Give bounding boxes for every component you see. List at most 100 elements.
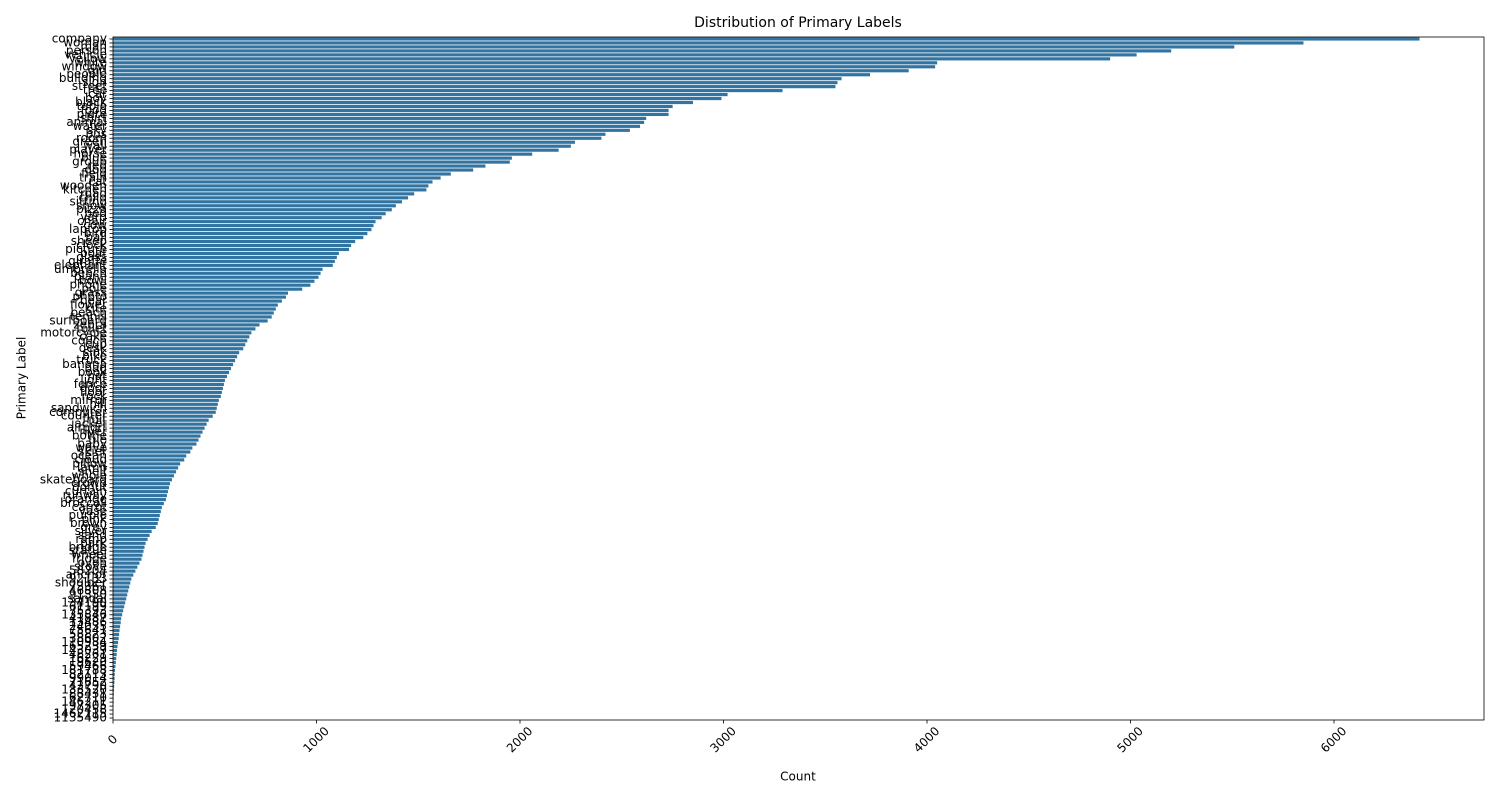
bar xyxy=(113,450,190,453)
bar xyxy=(113,73,870,76)
bar xyxy=(113,248,349,251)
bar xyxy=(113,570,135,573)
bar xyxy=(113,81,837,84)
bar xyxy=(113,542,146,545)
bar xyxy=(113,296,286,299)
bar xyxy=(113,649,117,652)
bar xyxy=(113,232,367,235)
bar xyxy=(113,621,121,624)
bar xyxy=(113,510,161,513)
bar xyxy=(113,200,402,203)
bar xyxy=(113,367,231,370)
bar xyxy=(113,589,128,592)
bar xyxy=(113,240,355,243)
bar xyxy=(113,351,239,354)
bar xyxy=(113,157,512,160)
bar xyxy=(113,188,426,191)
bar xyxy=(113,335,249,338)
x-tick-label: 1000 xyxy=(300,724,331,755)
bar xyxy=(113,478,172,481)
bar xyxy=(113,260,335,263)
bar xyxy=(113,303,278,306)
bar xyxy=(113,125,640,128)
bar xyxy=(113,558,141,561)
bar xyxy=(113,69,909,72)
bar xyxy=(113,538,148,541)
bar xyxy=(113,196,408,199)
bar xyxy=(113,423,207,426)
bar xyxy=(113,256,337,259)
x-tick-label: 5000 xyxy=(1114,724,1145,755)
bar xyxy=(113,331,251,334)
x-tick-label: 6000 xyxy=(1318,724,1349,755)
bar xyxy=(113,613,122,616)
bar xyxy=(113,550,144,553)
bar xyxy=(113,490,168,493)
bar xyxy=(113,514,160,517)
bar xyxy=(113,629,120,632)
bar xyxy=(113,395,221,398)
bar xyxy=(113,597,126,600)
bar xyxy=(113,97,721,100)
bar xyxy=(113,383,224,386)
x-tick-label: 2000 xyxy=(504,724,535,755)
bar xyxy=(113,299,282,302)
bar xyxy=(113,160,510,163)
bar xyxy=(113,581,130,584)
bar xyxy=(113,633,119,636)
bar xyxy=(113,315,272,318)
bar xyxy=(113,562,139,565)
x-tick-label: 4000 xyxy=(911,724,942,755)
bar xyxy=(113,502,164,505)
bar xyxy=(113,431,203,434)
bar xyxy=(113,486,169,489)
bar xyxy=(113,609,123,612)
bar xyxy=(113,109,669,112)
bar xyxy=(113,438,198,441)
bar xyxy=(113,53,1137,56)
bar xyxy=(113,129,630,132)
bar xyxy=(113,546,145,549)
bar xyxy=(113,482,170,485)
bar xyxy=(113,180,432,183)
bar xyxy=(113,470,176,473)
bar xyxy=(113,172,451,175)
bar xyxy=(113,554,143,557)
bar xyxy=(113,363,233,366)
bar xyxy=(113,264,333,267)
bar xyxy=(113,224,373,227)
x-tick-label: 3000 xyxy=(707,724,738,755)
bar xyxy=(113,85,835,88)
bar xyxy=(113,113,669,116)
bar xyxy=(113,153,532,156)
y-tick-label: 1135490 xyxy=(54,711,107,725)
bar xyxy=(113,530,152,533)
bar xyxy=(113,252,339,255)
bar xyxy=(113,220,376,223)
bar xyxy=(113,387,223,390)
bar xyxy=(113,327,255,330)
bar xyxy=(113,105,673,108)
bar xyxy=(113,228,371,231)
bar xyxy=(113,379,225,382)
bar xyxy=(113,434,201,437)
bar xyxy=(113,494,167,497)
bar xyxy=(113,601,125,604)
bar xyxy=(113,184,428,187)
bar xyxy=(113,605,124,608)
bar xyxy=(113,307,276,310)
bar xyxy=(113,319,268,322)
bar xyxy=(113,208,392,211)
bar xyxy=(113,57,1110,60)
bar xyxy=(113,518,159,521)
bar xyxy=(113,343,245,346)
bar xyxy=(113,145,571,148)
bar xyxy=(113,375,227,378)
bar xyxy=(113,641,118,644)
bar xyxy=(113,212,386,215)
bar xyxy=(113,526,156,529)
bar xyxy=(113,391,222,394)
bar xyxy=(113,284,310,287)
bar xyxy=(113,534,150,537)
x-tick-label: 0 xyxy=(105,732,120,747)
